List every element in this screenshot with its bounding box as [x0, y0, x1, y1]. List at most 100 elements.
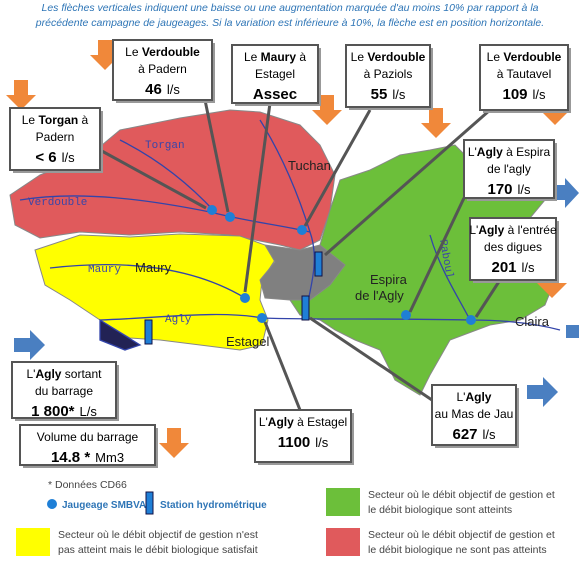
callout-value: 627 l/s — [452, 426, 496, 443]
gauge-dot — [240, 293, 250, 303]
pointer — [309, 316, 433, 402]
arrow-down — [421, 108, 451, 138]
station — [314, 251, 323, 277]
callout-value: < 6 l/s — [35, 149, 75, 166]
callout-label: du barrage — [35, 384, 93, 398]
legend-station: Station hydrométrique — [160, 500, 267, 511]
label-part: sortant — [61, 367, 102, 381]
pointer — [263, 321, 302, 411]
pointers — [99, 99, 502, 411]
flow-value: 109 — [502, 86, 527, 103]
flow-value: 1100 — [278, 434, 311, 451]
station — [144, 319, 153, 345]
callout-label: Volume du barrage — [37, 430, 139, 444]
river-label: Agly — [165, 314, 192, 326]
flow-unit: l/s — [392, 87, 406, 102]
callout-label: Le Verdouble — [125, 45, 200, 59]
flow-value: 201 — [491, 259, 516, 276]
flow-value: 14.8 * — [51, 449, 90, 466]
callout-label: à Paziols — [364, 67, 413, 81]
label-part: à l'entrée — [504, 223, 557, 237]
callout-box — [11, 361, 117, 419]
town-label: Espira — [370, 272, 408, 287]
station — [301, 295, 310, 321]
gauge-dot — [401, 310, 411, 320]
callout-label: de l'agly — [487, 162, 531, 176]
label-part: du barrage — [35, 384, 93, 398]
pointer — [203, 99, 230, 213]
flow-value: 627 — [452, 426, 477, 443]
town-label: Tuchan — [288, 158, 331, 173]
callout-box — [112, 39, 213, 101]
label-part: au Mas de Jau — [435, 407, 514, 421]
arrow-down — [6, 80, 36, 110]
callout-label: L'Agly sortant — [26, 367, 102, 381]
callout-value: 170 l/s — [487, 181, 531, 198]
pointer — [408, 197, 466, 313]
town-label: Estagel — [226, 334, 269, 349]
label-part: à — [78, 113, 88, 127]
legend-note: * Données CD66 — [48, 479, 127, 491]
pointer — [324, 108, 491, 257]
gauges — [144, 205, 476, 345]
legend-text: Secteur où le débit objectif de gestion … — [368, 489, 555, 501]
river-label: Torgan — [145, 140, 185, 152]
legend-text: le débit biologique sont atteints — [368, 504, 512, 516]
label-part: L' — [457, 390, 466, 404]
header-line: Les flèches verticales indiquent une bai… — [42, 2, 539, 14]
label-part: Maury — [261, 50, 297, 64]
flow-unit: l/s — [315, 435, 329, 450]
callout-value: 46 l/s — [145, 81, 180, 98]
flow-value: 55 — [371, 86, 388, 103]
river-label: Verdouble — [28, 197, 87, 209]
arrow-down — [312, 95, 342, 125]
river-label: Maury — [88, 264, 121, 276]
callout-label: des digues — [484, 240, 542, 254]
flow-value: 170 — [487, 181, 512, 198]
label-part: L' — [26, 367, 35, 381]
callout-box — [254, 409, 352, 463]
label-part: L' — [469, 223, 478, 237]
legend-station-icon — [145, 491, 154, 515]
label-part: de l'agly — [487, 162, 531, 176]
callout-label: Le Maury à — [244, 50, 306, 64]
callout-label: à Padern — [138, 62, 187, 76]
label-part: Verdouble — [367, 50, 425, 64]
town-label: Claira — [515, 314, 550, 329]
label-part: L' — [259, 415, 268, 429]
callout-label: Estagel — [255, 67, 295, 81]
legend-text: pas atteint mais le débit biologique sat… — [58, 544, 258, 556]
gauge-dot — [207, 205, 217, 215]
label-part: à — [296, 50, 306, 64]
gauge-dot — [225, 212, 235, 222]
label-part: Agly — [35, 367, 61, 381]
callout-label: Le Verdouble — [351, 50, 426, 64]
flow-value: 1 800* — [31, 403, 75, 420]
arrow-right — [566, 325, 579, 338]
callout-value: 109 l/s — [502, 86, 546, 103]
label-part: Le — [244, 50, 261, 64]
callout-box — [9, 107, 101, 171]
callout-label: L'Agly — [457, 390, 492, 404]
label-part: Padern — [36, 130, 75, 144]
arrow-right — [555, 178, 579, 208]
yellow-sector — [34, 233, 276, 351]
flow-unit: l/s — [522, 260, 536, 275]
header-line: précédente campagne de jaugeages. Si la … — [35, 17, 544, 29]
label-part: Agly — [268, 415, 294, 429]
callout-label: L'Agly à Estagel — [259, 415, 347, 429]
label-part: Verdouble — [503, 50, 561, 64]
label-part: des digues — [484, 240, 542, 254]
callout-box — [19, 424, 156, 466]
label-part: Agly — [465, 390, 491, 404]
legend-text: Secteur où le débit objectif de gestion … — [368, 529, 555, 541]
callout-value: 201 l/s — [491, 259, 535, 276]
callout-value: Assec — [253, 86, 297, 103]
label-part: Estagel — [255, 67, 295, 81]
label-part: Verdouble — [142, 45, 200, 59]
callout-value: 1 800* L/s — [31, 403, 97, 420]
callout-label: L'Agly à Espira — [468, 145, 551, 159]
flow-value: Assec — [253, 86, 297, 103]
